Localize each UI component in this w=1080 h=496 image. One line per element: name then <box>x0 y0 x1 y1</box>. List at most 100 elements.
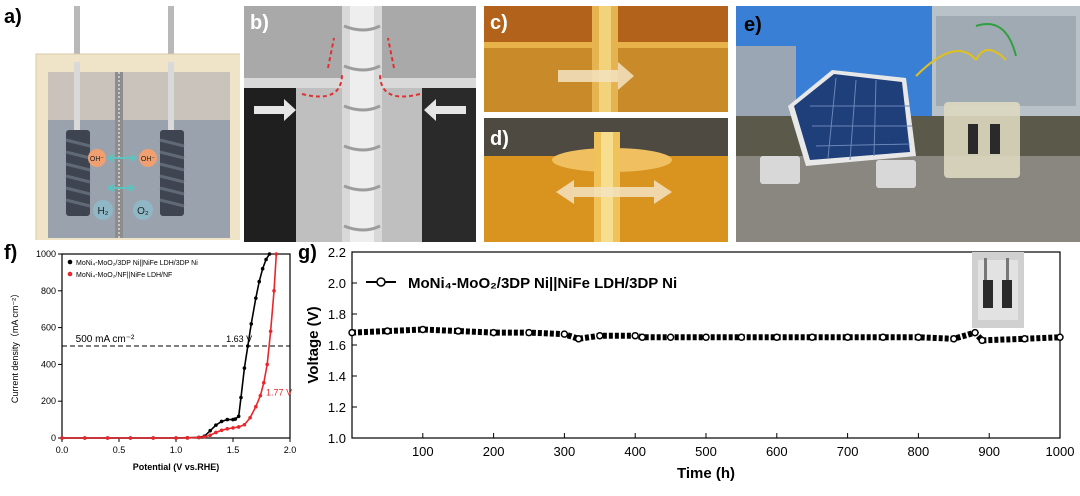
data-point <box>638 333 647 341</box>
electrolyte-flow-photo <box>484 6 728 112</box>
x-tick-label: 500 <box>695 444 717 459</box>
legend-entry-1: MoNi₄-MoO₂/3DP Ni||NiFe LDH/3DP Ni <box>408 275 677 292</box>
data-point <box>208 428 212 433</box>
panel-label-f: f) <box>4 244 18 264</box>
data-point <box>185 436 190 440</box>
x-axis-label: Potential (V vs.RHE) <box>133 462 220 472</box>
y-tick-label: 2.2 <box>328 245 346 260</box>
data-point <box>1056 333 1064 341</box>
x-tick-label: 600 <box>766 444 788 459</box>
data-point <box>219 419 224 424</box>
data-point <box>489 328 498 337</box>
data-point <box>265 362 270 367</box>
panel-b-photo: b) <box>244 6 476 242</box>
panel-label-d: d) <box>490 128 509 150</box>
y-tick-label: 1.4 <box>328 369 346 384</box>
data-point <box>383 327 392 335</box>
panel-a-schematic: a) OH⁻ OH⁻ H₂ O₂ <box>0 0 240 240</box>
data-point <box>248 415 252 420</box>
inset-photo <box>972 252 1024 328</box>
panel-label-b: b) <box>250 12 269 34</box>
data-point <box>197 435 201 440</box>
x-tick-label: 2.0 <box>284 445 297 455</box>
x-tick-label: 1.0 <box>170 445 183 455</box>
data-point <box>843 333 852 341</box>
data-point <box>258 393 263 398</box>
x-tick-label: 400 <box>624 444 646 459</box>
data-point <box>242 366 247 370</box>
left-electrode <box>65 130 91 216</box>
data-point <box>236 425 241 429</box>
data-point <box>214 423 218 427</box>
data-point <box>737 333 746 341</box>
data-point <box>242 422 247 427</box>
data-point <box>879 333 887 341</box>
data-point <box>773 333 781 341</box>
data-point <box>808 333 816 341</box>
x-tick-label: 0.0 <box>56 445 69 455</box>
data-point <box>274 252 279 256</box>
ion-oh-right: OH⁻ <box>141 156 156 163</box>
y-tick-label: 200 <box>41 396 56 406</box>
data-point <box>978 336 986 345</box>
data-point <box>596 331 604 340</box>
data-point <box>261 381 266 385</box>
data-point <box>454 327 462 335</box>
data-point <box>83 436 87 440</box>
data-point <box>60 436 64 440</box>
data-point <box>219 428 224 433</box>
data-point <box>257 279 262 284</box>
x-tick-label: 700 <box>837 444 859 459</box>
data-point <box>525 328 533 337</box>
solar-panel-photo <box>736 6 1080 242</box>
data-point <box>202 435 207 439</box>
annotation-1: 500 mA cm⁻² <box>76 334 135 345</box>
data-point <box>214 430 218 435</box>
data-point <box>1020 335 1029 343</box>
electrolyzer-schematic: OH⁻ OH⁻ H₂ O₂ <box>35 6 240 240</box>
data-point <box>267 252 272 256</box>
ion-oh-left: OH⁻ <box>90 156 105 163</box>
panel-label-c: c) <box>490 12 508 34</box>
panel-g-chart: g) 100 200 300 400 500 600 700 800 900 1000 1.0 1.2… <box>288 244 1080 496</box>
x-tick-label: 1.5 <box>227 445 240 455</box>
data-point <box>574 335 583 343</box>
data-point <box>631 331 639 340</box>
data-point <box>128 436 133 440</box>
data-point <box>225 427 230 431</box>
data-point <box>702 333 710 341</box>
panel-label-a: a) <box>4 6 22 28</box>
y-axis-label: Current density（mA cm⁻²） <box>10 289 20 403</box>
x-tick-label: 300 <box>554 444 576 459</box>
data-point <box>560 330 569 338</box>
gas-h2-label: H₂ <box>97 206 108 217</box>
data-point <box>151 436 155 440</box>
y-tick-label: 1.6 <box>328 338 346 353</box>
data-point <box>239 395 243 400</box>
data-point <box>272 289 276 293</box>
y-tick-label: 1000 <box>36 249 56 259</box>
data-point <box>950 335 958 343</box>
gas-o2-label: O₂ <box>137 206 149 217</box>
y-tick-label: 800 <box>41 286 56 296</box>
data-point <box>225 417 230 422</box>
x-tick-label: 100 <box>412 444 434 459</box>
data-point <box>260 266 265 271</box>
data-point <box>254 296 258 300</box>
panel-d-photo: d) <box>484 118 728 242</box>
data-point <box>419 325 427 334</box>
data-point <box>268 329 273 334</box>
panel-c-photo: c) <box>484 6 728 112</box>
x-tick-label: 200 <box>483 444 505 459</box>
legend-marker-2 <box>67 271 73 277</box>
stability-test-chart: 100 200 300 400 500 600 700 800 900 1000 1.0 1.2 1.4… <box>305 245 1074 482</box>
polarization-curve-chart: 0.0 0.5 1.0 1.5 2.0 0 200 400 600 800 1000 Potentia… <box>10 249 297 472</box>
panel-label-g: g) <box>298 244 317 264</box>
electrolyte-spread-photo <box>484 118 728 242</box>
series-line-2 <box>62 253 278 439</box>
data-point <box>254 404 258 409</box>
data-point <box>348 328 356 337</box>
right-electrode <box>159 130 185 216</box>
legend-marker <box>376 277 386 287</box>
data-point <box>105 436 110 440</box>
